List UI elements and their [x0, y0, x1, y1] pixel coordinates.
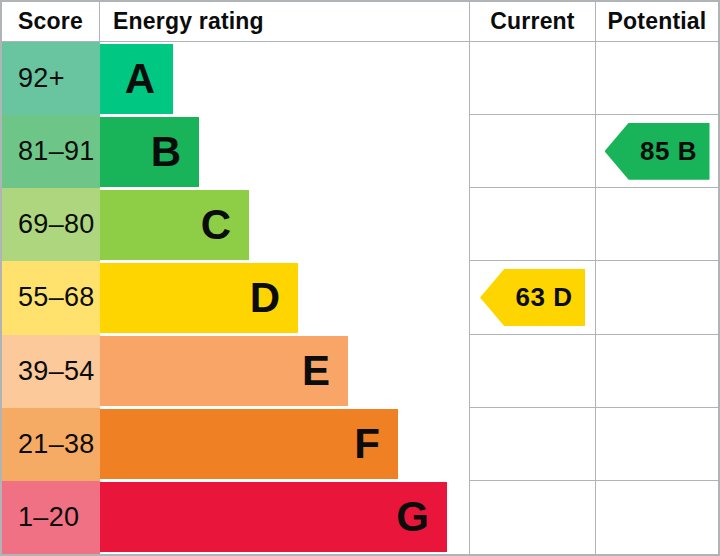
current-cell-f: [469, 408, 595, 481]
rating-cell-b: B: [100, 115, 469, 188]
potential-cell-b: 85 B: [595, 115, 718, 188]
current-cell-c: [469, 188, 595, 261]
rating-bar-c: C: [100, 190, 249, 260]
potential-rating-label: 85 B: [640, 136, 697, 167]
score-range-a: 92+: [2, 42, 100, 115]
band-letter-b: B: [151, 131, 181, 173]
band-row-g: 1–20 G: [2, 481, 718, 554]
potential-cell-f: [595, 408, 718, 481]
chart-body: 92+ A 81–91 B 85 B: [2, 42, 718, 554]
epc-rating-chart: Score Energy rating Current Potential 92…: [0, 0, 720, 556]
rating-cell-e: E: [100, 335, 469, 408]
band-letter-d: D: [250, 277, 280, 319]
current-rating-label: 63 D: [516, 282, 573, 313]
rating-bar-d: D: [100, 263, 298, 333]
band-row-e: 39–54 E: [2, 335, 718, 408]
current-cell-e: [469, 335, 595, 408]
rating-cell-f: F: [100, 408, 469, 481]
band-letter-a: A: [125, 58, 155, 100]
band-letter-f: F: [354, 423, 380, 465]
score-range-e: 39–54: [2, 335, 100, 408]
band-row-b: 81–91 B 85 B: [2, 115, 718, 188]
potential-cell-a: [595, 42, 718, 115]
score-range-b: 81–91: [2, 115, 100, 188]
band-row-c: 69–80 C: [2, 188, 718, 261]
band-row-d: 55–68 D 63 D: [2, 261, 718, 334]
current-rating-arrow: 63 D: [480, 269, 585, 326]
rating-bar-f: F: [100, 409, 398, 479]
band-letter-g: G: [396, 496, 429, 538]
band-row-a: 92+ A: [2, 42, 718, 115]
header-potential: Potential: [595, 2, 718, 41]
header-energy-rating: Energy rating: [100, 2, 469, 41]
rating-cell-a: A: [100, 42, 469, 115]
chart-header: Score Energy rating Current Potential: [2, 2, 718, 42]
potential-cell-g: [595, 481, 718, 554]
rating-cell-d: D: [100, 261, 469, 334]
score-range-f: 21–38: [2, 408, 100, 481]
rating-bar-a: A: [100, 44, 173, 114]
score-range-d: 55–68: [2, 261, 100, 334]
rating-cell-c: C: [100, 188, 469, 261]
band-letter-e: E: [302, 350, 330, 392]
score-range-c: 69–80: [2, 188, 100, 261]
current-cell-g: [469, 481, 595, 554]
potential-cell-c: [595, 188, 718, 261]
rating-cell-g: G: [100, 481, 469, 554]
rating-bar-b: B: [100, 117, 199, 187]
potential-rating-arrow: 85 B: [605, 123, 710, 180]
potential-cell-e: [595, 335, 718, 408]
current-cell-b: [469, 115, 595, 188]
header-score: Score: [2, 2, 100, 41]
band-letter-c: C: [201, 204, 231, 246]
score-range-g: 1–20: [2, 481, 100, 554]
rating-bar-g: G: [100, 482, 447, 552]
current-cell-d: 63 D: [469, 261, 595, 334]
header-current: Current: [469, 2, 595, 41]
band-row-f: 21–38 F: [2, 408, 718, 481]
rating-bar-e: E: [100, 336, 348, 406]
current-cell-a: [469, 42, 595, 115]
potential-cell-d: [595, 261, 718, 334]
